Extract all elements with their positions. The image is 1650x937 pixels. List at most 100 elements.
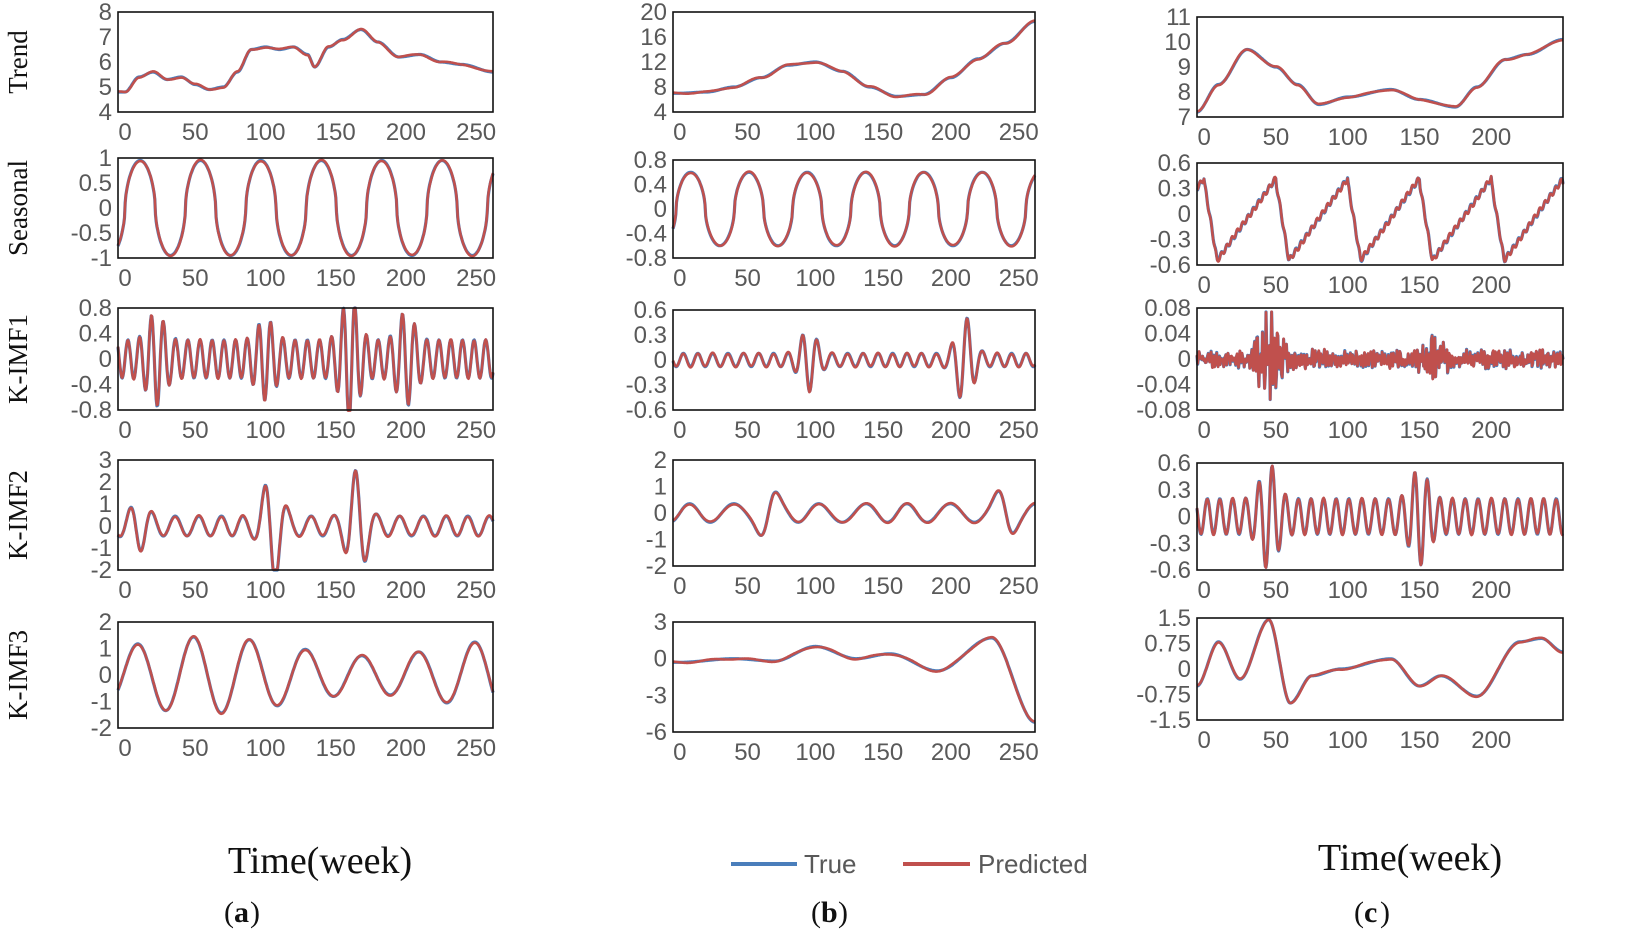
x-tick-label: 50 bbox=[1263, 727, 1290, 754]
series-predicted-b-3 bbox=[671, 317, 1037, 399]
plot-frame-b-3 bbox=[672, 309, 1036, 411]
plot-frame-b-5 bbox=[672, 621, 1036, 733]
y-tick-label: 0 bbox=[1178, 346, 1191, 373]
series-predicted-a-4 bbox=[116, 469, 495, 572]
legend-label-true: True bbox=[804, 849, 857, 879]
y-tick-label: 3 bbox=[654, 609, 667, 636]
series-predicted-a-3 bbox=[116, 306, 495, 412]
y-tick-label: 0.4 bbox=[634, 172, 667, 199]
x-tick-label: 100 bbox=[795, 265, 835, 292]
y-tick-label: 0.6 bbox=[634, 297, 667, 324]
series-true-c-2 bbox=[1196, 175, 1565, 264]
y-tick-label: 20 bbox=[640, 0, 667, 26]
plot-frame-a-5 bbox=[117, 621, 494, 729]
x-tick-label: 150 bbox=[863, 739, 903, 766]
x-tick-label: 200 bbox=[1471, 577, 1511, 604]
x-tick-label: 0 bbox=[673, 265, 686, 292]
x-tick-label: 200 bbox=[386, 265, 426, 292]
x-tick-label: 50 bbox=[1263, 272, 1290, 299]
x-tick-label: 250 bbox=[999, 265, 1039, 292]
y-tick-label: 10 bbox=[1164, 29, 1191, 56]
plot-frame-a-4 bbox=[117, 459, 494, 571]
y-tick-label: 1 bbox=[99, 145, 112, 172]
series-predicted-a-1 bbox=[117, 27, 494, 94]
plot-frame-a-1 bbox=[117, 11, 494, 113]
x-tick-label: 0 bbox=[118, 119, 131, 146]
y-tick-label: -0.6 bbox=[1150, 557, 1191, 584]
y-tick-label: 0.5 bbox=[79, 170, 112, 197]
y-tick-label: -1 bbox=[91, 689, 112, 716]
y-tick-label: -2 bbox=[91, 557, 112, 584]
y-tick-label: -3 bbox=[646, 682, 667, 709]
y-tick-label: -0.8 bbox=[626, 245, 667, 272]
x-tick-label: 50 bbox=[182, 417, 209, 444]
x-tick-label: 200 bbox=[931, 119, 971, 146]
y-tick-label: 0.8 bbox=[634, 147, 667, 174]
y-tick-label: -1 bbox=[91, 535, 112, 562]
y-tick-label: 16 bbox=[640, 24, 667, 51]
y-tick-label: -0.6 bbox=[1150, 252, 1191, 279]
x-tick-label: 0 bbox=[118, 265, 131, 292]
y-tick-label: 8 bbox=[654, 74, 667, 101]
x-tick-label: 50 bbox=[1263, 577, 1290, 604]
series-predicted-c-3 bbox=[1195, 310, 1565, 401]
y-tick-label: -0.3 bbox=[626, 372, 667, 399]
x-tick-label: 100 bbox=[795, 739, 835, 766]
y-tick-label: 0 bbox=[1178, 504, 1191, 531]
x-tick-label: 0 bbox=[1197, 577, 1210, 604]
x-tick-label: 100 bbox=[245, 417, 285, 444]
series-true-b-2 bbox=[671, 170, 1037, 248]
y-tick-label: 0.8 bbox=[79, 295, 112, 322]
plot-frame-a-2 bbox=[117, 157, 494, 259]
y-tick-label: 8 bbox=[1178, 79, 1191, 106]
series-predicted-a-5 bbox=[116, 635, 495, 716]
x-tick-label: 150 bbox=[316, 417, 356, 444]
x-tick-label: 150 bbox=[1399, 577, 1439, 604]
x-tick-label: 0 bbox=[673, 119, 686, 146]
x-tick-label: 50 bbox=[182, 735, 209, 762]
x-tick-label: 0 bbox=[118, 577, 131, 604]
y-tick-label: 0.08 bbox=[1144, 295, 1191, 322]
panel-label-b: ( b ) bbox=[811, 896, 848, 929]
series-true-a-5 bbox=[116, 635, 495, 715]
x-tick-label: 100 bbox=[245, 577, 285, 604]
y-tick-label: 0.04 bbox=[1144, 321, 1191, 348]
series-predicted-b-5 bbox=[672, 635, 1036, 723]
y-tick-label: -2 bbox=[91, 715, 112, 742]
y-tick-label: -1 bbox=[91, 245, 112, 272]
x-tick-label: 50 bbox=[734, 265, 761, 292]
series-true-a-4 bbox=[116, 469, 495, 572]
y-tick-label: 2 bbox=[99, 469, 112, 496]
y-tick-label: 0 bbox=[99, 195, 112, 222]
x-tick-label: 50 bbox=[734, 573, 761, 600]
svg-text:(: ( bbox=[1354, 896, 1364, 929]
x-tick-label: 100 bbox=[1328, 417, 1368, 444]
y-tick-label: 0 bbox=[99, 346, 112, 373]
y-tick-label: -1 bbox=[646, 527, 667, 554]
x-tick-label: 100 bbox=[245, 119, 285, 146]
subplot-c-2: -0.6-0.300.30.60 50 100 150 200 bbox=[1150, 150, 1565, 299]
x-tick-label: 150 bbox=[316, 265, 356, 292]
x-tick-label: 250 bbox=[456, 417, 496, 444]
y-tick-label: -0.6 bbox=[626, 397, 667, 424]
y-tick-label: 0.4 bbox=[79, 321, 112, 348]
panel-letter-b: b bbox=[821, 896, 838, 929]
x-tick-label: 250 bbox=[456, 265, 496, 292]
y-tick-label: -0.04 bbox=[1136, 372, 1191, 399]
series-true-b-5 bbox=[672, 636, 1036, 724]
panel-label-c: ( c ) bbox=[1354, 896, 1390, 929]
x-tick-label: 100 bbox=[245, 265, 285, 292]
y-tick-label: 12 bbox=[640, 49, 667, 76]
x-tick-label: 150 bbox=[863, 265, 903, 292]
y-axis-label-1: Trend bbox=[3, 30, 33, 94]
x-tick-label: 0 bbox=[118, 417, 131, 444]
y-tick-label: 7 bbox=[1178, 104, 1191, 131]
y-tick-label: 1 bbox=[99, 636, 112, 663]
x-tick-label: 200 bbox=[931, 573, 971, 600]
